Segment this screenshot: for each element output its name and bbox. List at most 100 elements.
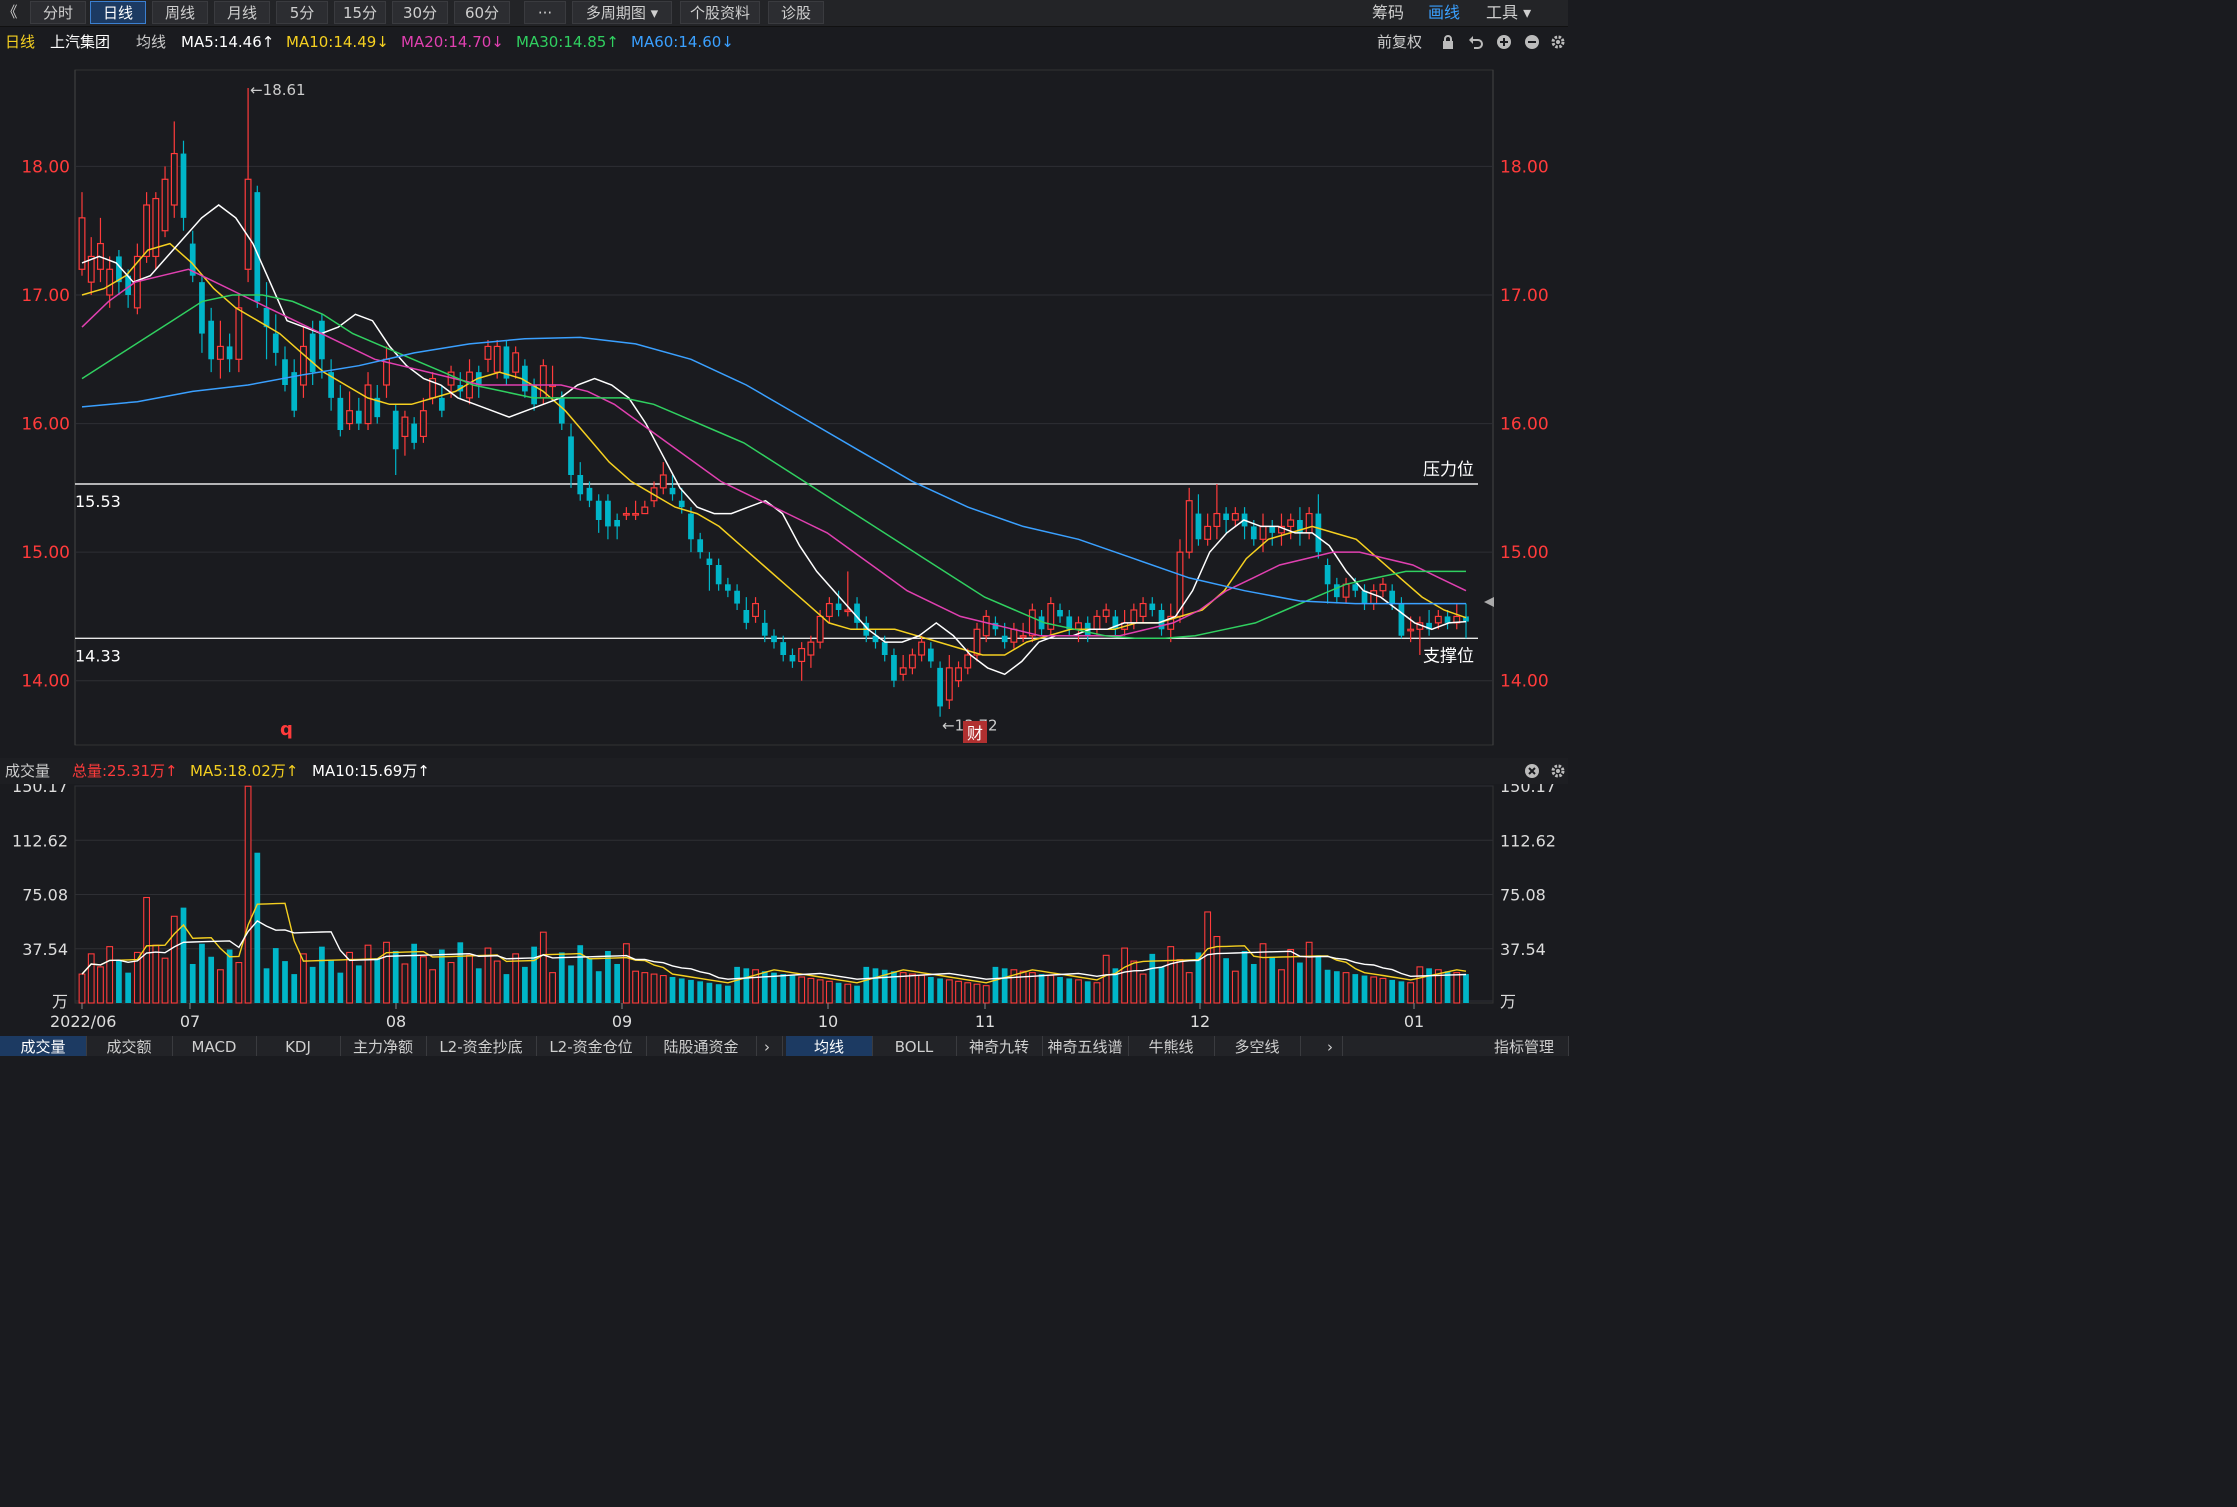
bottom-tab-left-3[interactable]: KDJ <box>256 1036 341 1056</box>
candle-body <box>1370 590 1378 605</box>
volume-bar <box>116 959 122 1003</box>
chip-distribution-button[interactable]: 筹码 <box>1372 3 1405 22</box>
bottom-tab-right-4[interactable]: 牛熊线 <box>1128 1036 1215 1056</box>
ma30-line <box>81 294 1466 640</box>
volume-bar <box>1241 950 1248 1003</box>
volume-bar <box>558 952 565 1003</box>
volume-bar <box>226 949 233 1003</box>
tab-period-8[interactable]: ··· <box>524 1 566 24</box>
volume-bar <box>254 852 261 1003</box>
close-icon[interactable] <box>1524 763 1540 779</box>
tab-period-0[interactable]: 分时 <box>30 1 86 24</box>
collapse-left-button[interactable]: 《 <box>2 3 18 21</box>
tab-period-3[interactable]: 月线 <box>214 1 270 24</box>
zoom-out-icon[interactable] <box>1524 34 1540 50</box>
candle-body <box>1047 602 1055 630</box>
draw-line-button[interactable]: 画线 <box>1428 3 1461 22</box>
tab-period-11[interactable]: 诊股 <box>768 1 824 24</box>
q-marker: q <box>280 719 293 740</box>
stock-name[interactable]: 上汽集团 <box>50 33 111 51</box>
volume-bar <box>632 970 640 1004</box>
candle-body <box>419 410 427 438</box>
volume-bar <box>1416 966 1424 1004</box>
bottom-tab-left-5[interactable]: L2-资金抄底 <box>426 1036 537 1056</box>
tabs-scroll-right-icon[interactable]: › <box>752 1036 783 1056</box>
undo-icon[interactable] <box>1468 34 1484 50</box>
candle-body <box>216 345 224 360</box>
candle-body <box>1195 513 1202 540</box>
tools-menu-button[interactable]: 工具 ▾ <box>1486 3 1532 22</box>
candle-body <box>199 282 205 334</box>
candle-body <box>484 345 492 360</box>
tab-period-5[interactable]: 15分 <box>334 1 386 24</box>
volume-gear-icon[interactable] <box>1550 763 1566 779</box>
indicator-name[interactable]: 均线 <box>136 33 167 51</box>
tab-period-4[interactable]: 5分 <box>276 1 328 24</box>
tab-period-2[interactable]: 周线 <box>152 1 208 24</box>
volume-bar <box>1398 981 1405 1003</box>
adjust-mode[interactable]: 前复权 <box>1377 33 1423 51</box>
candle-body <box>1093 615 1101 630</box>
volume-bar <box>1130 960 1138 1004</box>
volume-bar <box>78 973 86 1004</box>
candle-body <box>992 622 999 630</box>
bottom-tab-left-6[interactable]: L2-资金仓位 <box>536 1036 647 1056</box>
bottom-tab-left-1[interactable]: 成交额 <box>86 1036 173 1056</box>
tab-period-1[interactable]: 日线 <box>90 1 146 24</box>
volume-bar <box>1278 969 1285 1004</box>
volume-bar <box>272 948 279 1003</box>
price-tick-left-4: 14.00 <box>21 672 70 692</box>
candle-body <box>1463 616 1469 622</box>
tab-period-6[interactable]: 30分 <box>392 1 448 24</box>
candle-body <box>1158 610 1165 630</box>
tab-period-9[interactable]: 多周期图 ▾ <box>572 1 672 24</box>
volume-bar <box>189 963 196 1003</box>
candle-body <box>715 565 722 585</box>
bottom-tab-right-5[interactable]: 多空线 <box>1214 1036 1301 1056</box>
volume-bar <box>466 954 473 1004</box>
bottom-tab-left-4[interactable]: 主力净额 <box>340 1036 427 1056</box>
candle-body <box>189 243 196 276</box>
high-price-label: ←18.61 <box>250 81 306 99</box>
candle-body <box>937 667 943 707</box>
volume-bar <box>1028 972 1036 1004</box>
candle-body <box>1204 525 1212 540</box>
gear-icon[interactable] <box>1550 34 1566 50</box>
bottom-tab-right-2[interactable]: 神奇九转 <box>956 1036 1043 1056</box>
volume-bar <box>992 966 999 1003</box>
bottom-tab-left-2[interactable]: MACD <box>172 1036 257 1056</box>
bottom-tab-right-1[interactable]: BOLL <box>872 1036 957 1056</box>
volume-bar <box>697 981 704 1003</box>
candle-body <box>1379 583 1387 592</box>
volume-bar <box>170 915 178 1004</box>
candle-body <box>982 615 990 637</box>
candle-body <box>152 197 160 258</box>
candle-body <box>337 397 344 430</box>
volume-tick-left-1: 112.62 <box>12 831 68 850</box>
candle-body <box>180 153 187 218</box>
indicator-manager-button[interactable]: 指标管理 <box>1480 1036 1569 1056</box>
candle-body <box>299 345 307 386</box>
candle-body <box>78 217 86 270</box>
volume-bar <box>752 969 759 1004</box>
ma-info-bar: 日线 上汽集团 均线 MA5:14.46↑ MA10:14.49↓ MA20:1… <box>0 28 1568 56</box>
bottom-tab-left-7[interactable]: 陆股通资金 <box>646 1036 757 1056</box>
bottom-tab-right-3[interactable]: 神奇五线谱 <box>1042 1036 1129 1056</box>
volume-bar <box>1204 911 1212 1004</box>
volume-bar <box>1259 943 1267 1004</box>
tab-period-7[interactable]: 60分 <box>454 1 510 24</box>
kline-chart[interactable]: 18.00 18.00 17.00 17.00 16.00 16.00 15.00 15.00… <box>0 0 1568 1056</box>
lock-icon[interactable] <box>1440 34 1456 50</box>
zoom-in-icon[interactable] <box>1496 34 1512 50</box>
candle-body <box>854 603 860 623</box>
tab-period-10[interactable]: 个股资料 <box>680 1 760 24</box>
volume-bar <box>531 946 537 1003</box>
candle-body <box>881 642 888 655</box>
bottom-tab-left-0[interactable]: 成交量 <box>0 1036 87 1056</box>
volume-bar <box>1379 977 1387 1004</box>
tabs-scroll-right-icon-2[interactable]: › <box>1318 1036 1343 1056</box>
bottom-tab-right-0[interactable]: 均线 <box>786 1036 873 1056</box>
volume-bar <box>1167 946 1175 1004</box>
volume-bar <box>614 963 621 1003</box>
volume-bar <box>346 951 353 1004</box>
